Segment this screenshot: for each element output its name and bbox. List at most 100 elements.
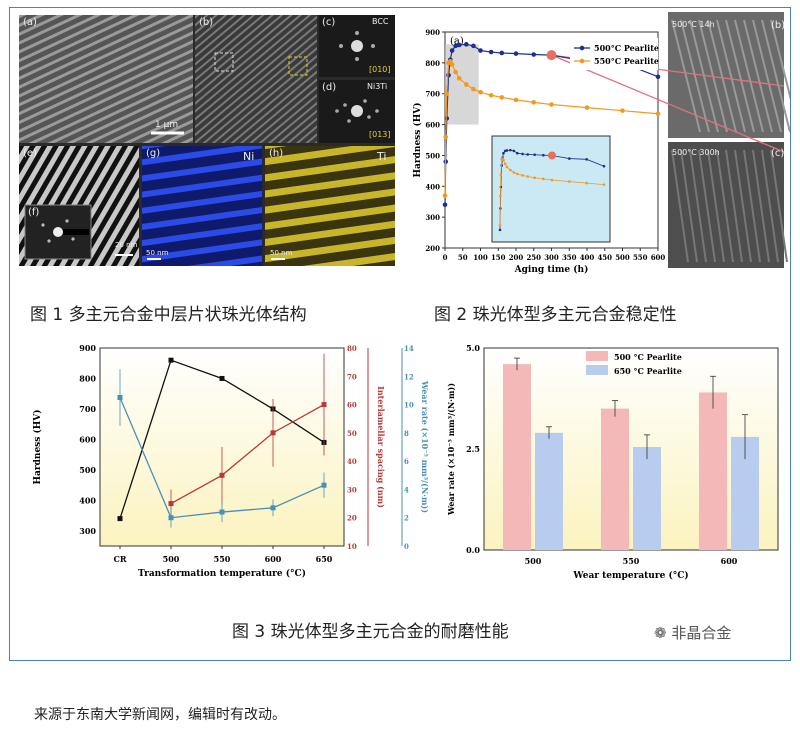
fig2-inset-highlight — [548, 151, 556, 160]
micro-b-texture — [752, 19, 782, 133]
micro-b-texture — [716, 19, 746, 133]
fig2-inset-point — [521, 152, 524, 156]
figure1-svg — [19, 15, 395, 266]
figure2-caption: 图 2 珠光体型多主元合金稳定性 — [434, 305, 677, 325]
fig2-legend-label: 550°C Pearlite — [594, 56, 659, 66]
fig2-inset-point — [533, 176, 536, 180]
micro-c-texture — [671, 149, 689, 263]
source-note: 来源于东南大学新闻网，编辑时有改动。 — [34, 707, 286, 723]
fig2-x-tick-label: 350 — [562, 253, 577, 262]
fig3a-wear-tick: 4 — [404, 485, 409, 494]
micro-b-texture — [671, 19, 701, 133]
fig2-point — [449, 62, 455, 67]
fig3a-wear-tick: 14 — [404, 344, 414, 353]
fig2-point — [499, 50, 505, 56]
panel-d-label: (d) — [322, 82, 337, 93]
fig3b-legend-swatch — [586, 365, 608, 375]
fig3a-hardness-tick: 500 — [79, 465, 96, 475]
fig2-y-tick-label: 800 — [425, 59, 440, 68]
fig2-point — [453, 43, 458, 49]
fig2-inset-point — [512, 171, 516, 174]
fig2-inset-point — [516, 151, 519, 155]
micro-b-texture — [707, 19, 737, 133]
fig2-legend-marker — [579, 58, 585, 64]
fig3b-bar — [601, 408, 629, 550]
fig3a-wear-tick: 6 — [404, 457, 409, 466]
fig2-x-tick-label: 500 — [615, 253, 630, 262]
fig3a-wear-label: Wear rate (×10⁻⁵ mm³/(N·m)) — [420, 380, 430, 513]
panel-b-label: (b) — [199, 17, 214, 28]
micro-c-texture — [734, 149, 752, 263]
micro-b-texture — [680, 19, 710, 133]
fig2-point — [584, 105, 590, 110]
scale-label-g: 50 nm — [146, 249, 169, 257]
fig2-point — [471, 43, 476, 49]
fig2-point — [620, 108, 625, 113]
fig3b-legend-label: 650 °C Pearlite — [614, 366, 682, 376]
fig2-point — [655, 111, 661, 117]
fig2-x-tick-label: 100 — [473, 253, 488, 262]
fig3b-x-tick-label: 600 — [721, 556, 738, 566]
fig2-inset-point — [509, 168, 512, 172]
fig3a-point — [117, 395, 123, 400]
fig2-point — [456, 42, 462, 48]
micro-b-texture — [743, 19, 773, 133]
fig3b-y-tick-label: 5.0 — [466, 343, 480, 353]
fig3a-series-line — [170, 404, 325, 505]
fig2-inset-point — [509, 148, 512, 152]
fig2-point — [444, 91, 450, 97]
fig3b-y-tick-label: 0.0 — [466, 545, 480, 555]
fig2-x-label: Aging time (h) — [514, 264, 589, 274]
micro-b-label: (b) — [771, 20, 786, 31]
fig3a-x-tick-label: CR — [113, 554, 126, 564]
micro-b-texture — [761, 19, 790, 133]
fig3b-bar — [699, 392, 727, 550]
fig2-inset-point — [512, 149, 516, 153]
fig3b-bar — [633, 446, 661, 550]
fig3b-legend-label: 500 °C Pearlite — [614, 352, 682, 362]
fig2-zoom-region — [445, 44, 479, 125]
fig2-x-tick-label: 200 — [509, 253, 524, 262]
fig2-point — [443, 134, 449, 140]
fig2-inset-point — [516, 172, 519, 176]
fig2-point — [531, 100, 537, 105]
fig3a-point — [321, 402, 327, 408]
fig3a-x-tick-label: 600 — [265, 554, 282, 564]
micro-b-texture — [725, 19, 755, 133]
fig2-inset-point — [550, 178, 554, 182]
fig2-y-tick-label: 700 — [425, 90, 440, 99]
fig3a-wear-tick: 2 — [404, 514, 409, 523]
micro-c-texture — [707, 149, 725, 263]
fig2-point — [442, 193, 448, 198]
panel-h-image — [265, 146, 395, 266]
fig2-y-tick-label: 300 — [425, 213, 440, 222]
fig3a-x-tick-label: 650 — [316, 554, 333, 564]
fig2-x-tick-label: 150 — [491, 253, 506, 262]
fig2-inset-point — [585, 181, 588, 185]
fig3a-point — [168, 357, 174, 363]
micro-c-texture — [752, 149, 770, 263]
panel-e-label: (e) — [23, 148, 37, 159]
panel-g-label: (g) — [146, 148, 161, 159]
micro-b-text: 500°C 14h — [672, 20, 715, 29]
figure3-caption: 图 3 珠光体型多主元合金的耐磨性能 — [232, 622, 509, 642]
micro-c-texture — [689, 149, 707, 263]
fig2-point — [446, 72, 451, 78]
scale-label-e: 20 nm — [115, 241, 138, 249]
fig3a-spacing-tick: 80 — [347, 344, 357, 353]
fig2-inset-point — [568, 157, 571, 160]
fig3a-wear-tick: 10 — [404, 401, 414, 410]
fig2-x-tick-label: 400 — [580, 253, 595, 262]
fig2-point — [456, 75, 462, 81]
fig2-point — [513, 97, 519, 103]
fig2-point — [442, 202, 448, 208]
bcc-label: BCC — [372, 17, 389, 26]
panel-b-image — [195, 15, 317, 143]
panel-a-image — [19, 15, 193, 143]
micro-c-texture — [770, 149, 788, 263]
fig3a-hardness-tick: 800 — [79, 373, 96, 383]
micro-b-texture — [734, 19, 764, 133]
fig3a-wear-tick: 0 — [404, 542, 409, 551]
fig2-point — [453, 69, 458, 75]
